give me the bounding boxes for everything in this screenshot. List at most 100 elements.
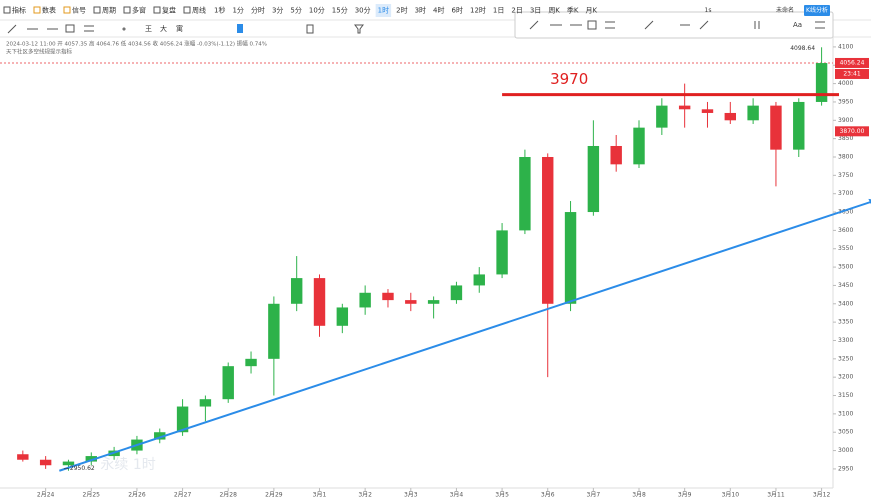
- timeframe[interactable]: 6时: [452, 6, 463, 15]
- x-tick-label: 2月27: [174, 492, 192, 499]
- toolbar-icon[interactable]: [33, 6, 41, 14]
- high-mark: 4098.64: [790, 45, 815, 52]
- candle-body: [154, 432, 166, 440]
- ft-tool[interactable]: [644, 20, 654, 30]
- tool-text[interactable]: 王: [145, 25, 152, 33]
- timeframe[interactable]: 2日: [511, 7, 522, 15]
- candle-body: [336, 307, 349, 326]
- low-mark: 2950.62: [70, 465, 95, 472]
- timeframe[interactable]: 3时: [415, 6, 426, 15]
- y-tick-label: 3700: [838, 190, 853, 197]
- tool-filter[interactable]: [354, 24, 364, 34]
- timeframe[interactable]: 1秒: [214, 6, 225, 15]
- candle-body: [793, 101, 805, 150]
- timeframe[interactable]: 1分: [232, 6, 243, 15]
- candle-body: [62, 461, 75, 466]
- candle-body: [359, 292, 371, 308]
- ft-tool[interactable]: [699, 20, 709, 30]
- y-tick-label: 4000: [838, 80, 853, 87]
- candle-body: [770, 105, 782, 150]
- candle-body: [610, 145, 622, 165]
- x-tick-label: 3月10: [722, 492, 740, 499]
- last-price-tag-box: [835, 57, 869, 68]
- speed[interactable]: 1s: [705, 7, 712, 14]
- timeframe-active: [375, 4, 392, 17]
- y-tick-label: 3450: [838, 282, 853, 289]
- candle-body: [587, 145, 600, 213]
- y-tick-label: 4100: [838, 43, 853, 50]
- ft-tool[interactable]: [529, 20, 539, 30]
- timeframe[interactable]: 季K: [567, 6, 579, 15]
- analysis-label[interactable]: K线分析: [806, 6, 828, 14]
- timeframe[interactable]: 15分: [332, 6, 348, 15]
- candle-body: [382, 292, 394, 301]
- timeframe[interactable]: 分时: [251, 6, 265, 15]
- toolbar-item[interactable]: 多窗: [132, 6, 146, 15]
- ft-tool[interactable]: [587, 20, 597, 30]
- timeframe[interactable]: 周K: [548, 7, 560, 15]
- timeframe[interactable]: 30分: [355, 6, 371, 15]
- x-tick-label: 2月26: [128, 492, 146, 499]
- tool-more[interactable]: [122, 27, 126, 31]
- price-tag-box: [835, 126, 869, 137]
- toolbar-icon[interactable]: [63, 6, 71, 14]
- candle-body: [313, 278, 326, 326]
- tool-text[interactable]: 寓: [176, 24, 183, 33]
- toolbar-item[interactable]: 复盘: [162, 6, 176, 15]
- timeframe[interactable]: 5分: [290, 6, 301, 15]
- y-tick-label: 3800: [838, 153, 853, 160]
- toolbar-item[interactable]: 指标: [12, 6, 26, 15]
- toolbar-item[interactable]: 周期: [102, 7, 116, 15]
- toolbar-icon[interactable]: [183, 6, 191, 14]
- candle-body: [39, 459, 52, 466]
- candle-body: [450, 285, 463, 301]
- toolbar-icon[interactable]: [123, 6, 131, 14]
- tool-delete[interactable]: [306, 24, 314, 34]
- y-tick-label: 3350: [838, 319, 853, 326]
- timeframe[interactable]: 2时: [396, 6, 407, 15]
- candle-body: [701, 109, 714, 113]
- timeframe[interactable]: 1时: [378, 6, 389, 15]
- tool-line[interactable]: [7, 24, 17, 34]
- timeframe[interactable]: 4时: [433, 6, 444, 15]
- toolbar-item[interactable]: 信号: [72, 6, 86, 15]
- timeframe[interactable]: 3分: [272, 6, 283, 15]
- x-tick-label: 3月4: [450, 492, 464, 499]
- x-tick-label: 2月25: [83, 492, 101, 499]
- toolbar-icon[interactable]: [3, 6, 11, 14]
- x-tick-label: 3月1: [313, 492, 327, 499]
- tool-text[interactable]: 大: [160, 24, 167, 33]
- tool-mark[interactable]: [237, 24, 243, 33]
- x-tick-label: 3月3: [404, 492, 418, 499]
- candle-body: [405, 300, 417, 304]
- timeframe[interactable]: 12时: [470, 6, 486, 15]
- floating-toolbar-box: [514, 11, 834, 39]
- layout-name[interactable]: 未命名: [776, 6, 794, 14]
- timeframe[interactable]: 10分: [309, 6, 325, 15]
- candle-body: [268, 303, 280, 359]
- y-tick-label: 3150: [838, 392, 853, 399]
- timeframe[interactable]: 1日: [493, 7, 504, 15]
- toolbar-icon[interactable]: [93, 6, 101, 14]
- toolbar-item[interactable]: 数表: [42, 6, 56, 15]
- last-price-tag: 4056.24: [840, 59, 865, 66]
- candle-body: [245, 358, 257, 367]
- ft-text[interactable]: Aa: [793, 21, 802, 29]
- x-tick-label: 3月2: [358, 492, 372, 499]
- toolbar-icon[interactable]: [153, 6, 161, 14]
- candle-body: [85, 456, 97, 462]
- toolbar-item[interactable]: 周线: [192, 6, 206, 15]
- timeframe[interactable]: 月K: [586, 7, 598, 15]
- analysis-button[interactable]: [804, 5, 830, 16]
- candle-body: [222, 366, 234, 400]
- tool-rect[interactable]: [65, 24, 75, 33]
- x-tick-label: 3月11: [767, 492, 785, 499]
- floating-toolbar: Aa: [514, 11, 834, 39]
- y-tick-label: 3850: [838, 135, 853, 142]
- y-tick-label: 2950: [838, 465, 853, 472]
- y-tick-label: 3200: [838, 374, 853, 381]
- trend-line: [59, 200, 871, 472]
- x-tick-label: 3月9: [678, 492, 692, 499]
- x-tick-label: 3月6: [541, 492, 555, 499]
- timeframe[interactable]: 3日: [530, 7, 541, 15]
